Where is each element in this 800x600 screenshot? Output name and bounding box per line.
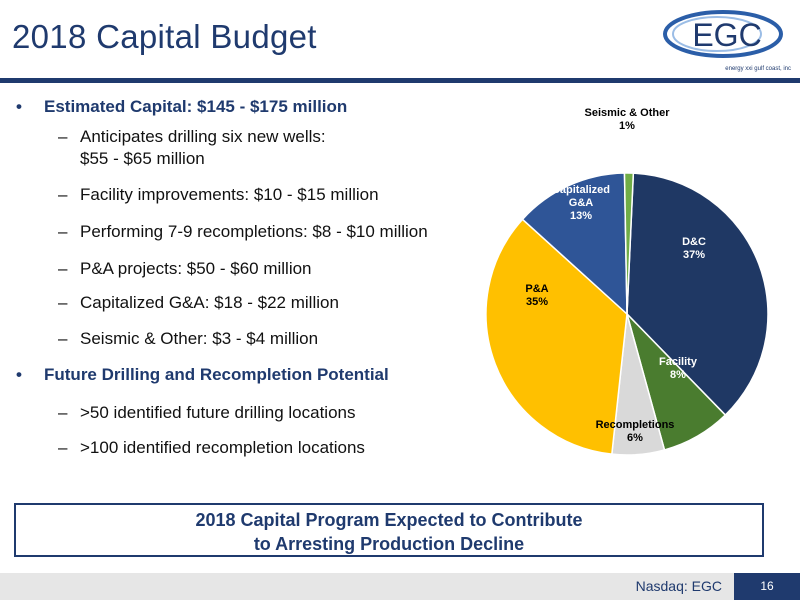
logo-tagline: energy xxi gulf coast, inc <box>725 66 791 72</box>
capital-pie-chart: D&C 37% Facility 8% Recompletions 6% P&A 35% Cap… <box>485 107 769 456</box>
pie-label-recompletions: Recompletions 6% <box>596 419 675 444</box>
page-number: 16 <box>734 573 800 600</box>
pie-slice-d-c <box>626 172 769 417</box>
callout-line-2: to Arresting Production Decline <box>253 534 525 554</box>
callout-box: 2018 Capital Program Expected to Contrib… <box>14 503 764 557</box>
bullet-dot: • <box>16 97 22 116</box>
pie-label-capitalized-g-a: Capitalized G&A 13% <box>552 184 610 222</box>
page-title: 2018 Capital Budget <box>12 18 317 55</box>
footer-ticker: Nasdaq: EGC <box>635 578 722 594</box>
logo-text: EGC <box>692 17 761 53</box>
pie-label-facility: Facility 8% <box>659 356 698 381</box>
title-divider <box>0 78 800 83</box>
pie-slice-seismic-other <box>623 172 635 315</box>
bullet-dot: • <box>16 365 22 384</box>
pie-label-seismic-other: Seismic & Other 1% <box>585 107 671 132</box>
pie-slice-p-a <box>485 218 628 456</box>
pie-label-p-a: P&A 35% <box>525 283 548 308</box>
pie-label-d-c: D&C 37% <box>682 236 706 261</box>
egc-logo: EGC energy xxi gulf coast, inc <box>663 10 791 72</box>
footer-bar <box>0 573 800 600</box>
callout-line-1: 2018 Capital Program Expected to Contrib… <box>195 510 583 530</box>
pie-slice-capitalized-g-a <box>521 172 628 316</box>
